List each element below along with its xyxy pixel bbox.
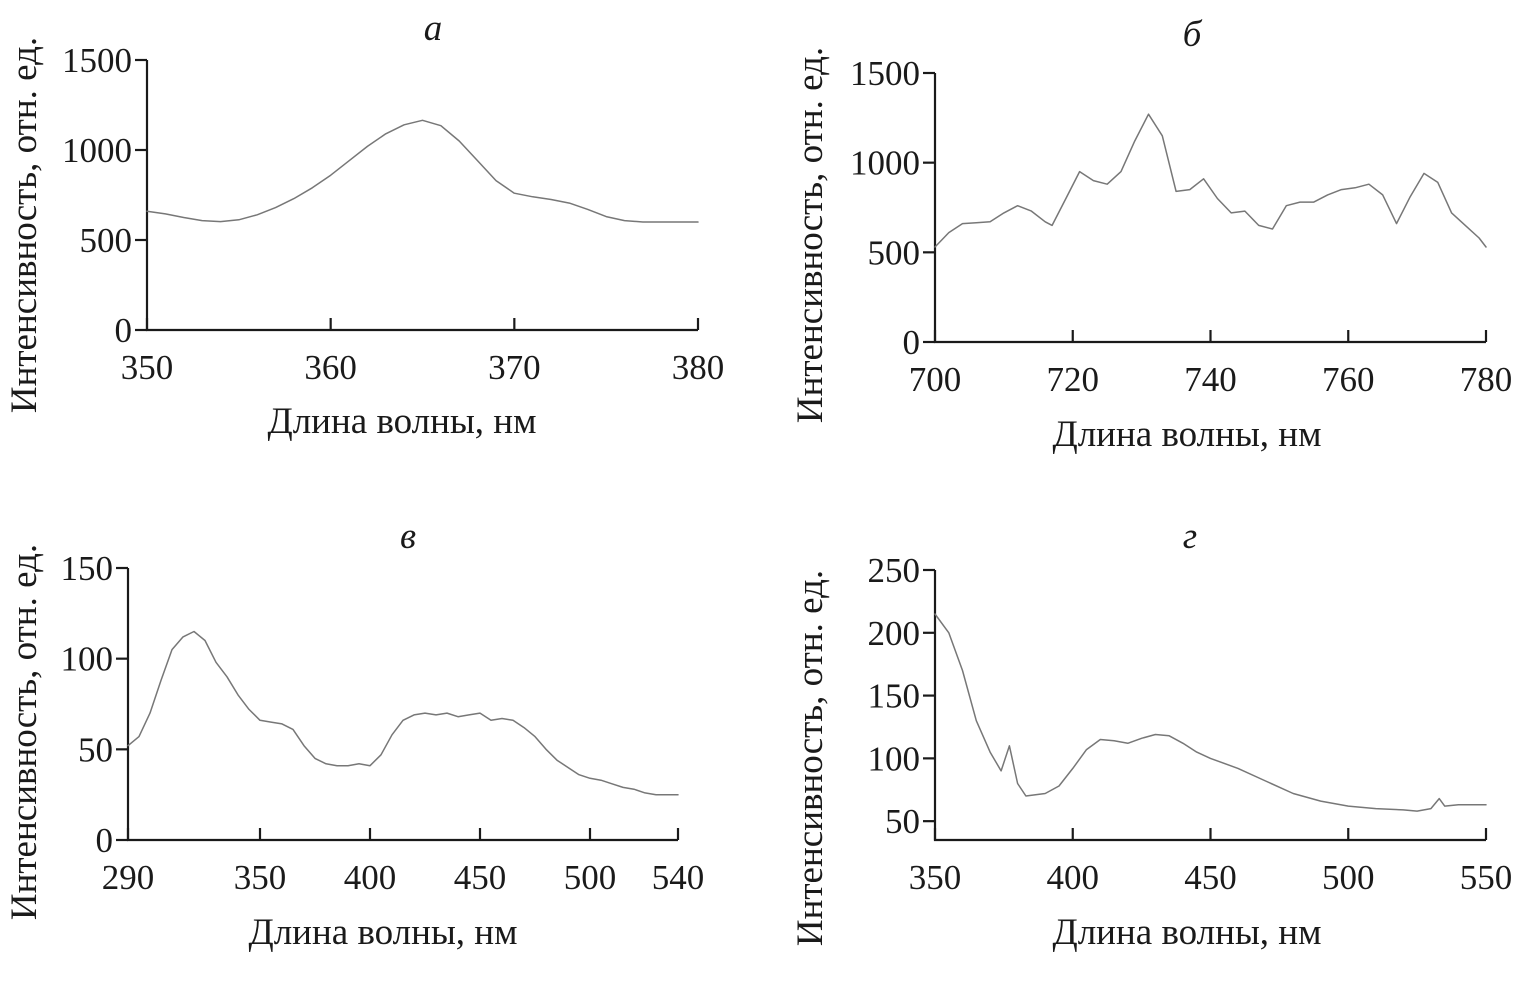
panel-a: а 0 500 1000 1500 350 360 370 380 Интенсивност… (4, 8, 724, 442)
panel-c-ylabel: Интенсивность, отн. ед. (4, 544, 45, 920)
panel-b-x-tick-label: 780 (1460, 360, 1513, 399)
panel-b-title: б (1183, 14, 1203, 55)
panel-b-y-tick-label: 0 (903, 323, 921, 362)
panel-c-series-line (127, 630, 679, 796)
panel-c-x-tick-label: 400 (344, 858, 397, 897)
panel-a-x-tick-label: 350 (121, 348, 174, 387)
panel-a-title: а (424, 8, 443, 49)
panel-c-x-tick-label: 540 (652, 858, 705, 897)
panel-a-series-line (146, 119, 699, 223)
panel-a-x-ticks: 350 360 370 380 (121, 318, 725, 387)
panel-d-y-tick-label: 250 (868, 551, 921, 590)
panel-d-x-tick-label: 450 (1184, 858, 1237, 897)
panel-c-y-tick-label: 100 (61, 640, 114, 679)
panel-d-y-tick-label: 150 (868, 677, 921, 716)
panel-c-axes (126, 568, 678, 842)
panel-d-ylabel: Интенсивность, отн. ед. (790, 570, 831, 946)
panel-b-y-ticks: 0 500 1000 1500 (850, 54, 935, 362)
panel-c-x-ticks: 290 350 400 450 500 540 (102, 828, 705, 897)
panel-b-x-tick-label: 700 (909, 360, 962, 399)
panel-a-y-tick-label: 500 (80, 221, 133, 260)
panel-a-x-tick-label: 380 (672, 348, 725, 387)
panel-b: б 0 500 1000 1500 700 720 740 760 780 Интенсивн… (790, 14, 1512, 455)
panel-c-x-tick-label: 500 (564, 858, 617, 897)
panel-d-axes (933, 570, 1486, 842)
panel-c: в 0 50 100 150 290 350 400 450 500 540 Интенсивн… (4, 516, 704, 953)
panel-b-x-ticks: 700 720 740 760 780 (909, 330, 1513, 399)
panel-d-xlabel: Длина волны, нм (1052, 912, 1321, 953)
panel-c-y-tick-label: 0 (96, 821, 114, 860)
panel-d-x-tick-label: 550 (1460, 858, 1513, 897)
panel-c-y-ticks: 0 50 100 150 (61, 549, 128, 860)
panel-a-axes (145, 60, 698, 332)
panel-c-xlabel: Длина волны, нм (248, 912, 517, 953)
panel-d-series-line (934, 613, 1487, 812)
panel-a-y-tick-label: 1000 (62, 131, 132, 170)
panel-c-x-tick-label: 450 (454, 858, 507, 897)
panel-b-series-line (934, 113, 1487, 248)
panel-c-x-tick-label: 290 (102, 858, 155, 897)
panel-a-y-ticks: 0 500 1000 1500 (62, 41, 147, 350)
panel-d-x-tick-label: 350 (909, 858, 962, 897)
panel-c-x-tick-label: 350 (234, 858, 287, 897)
panel-d: г 50 100 150 200 250 350 400 450 500 550 Интенси… (790, 516, 1512, 953)
panel-c-title: в (400, 516, 416, 557)
panel-c-y-tick-label: 50 (78, 730, 113, 769)
panel-a-y-tick-label: 0 (115, 311, 133, 350)
panel-d-title: г (1183, 516, 1197, 557)
panel-d-x-tick-label: 500 (1322, 858, 1375, 897)
panel-b-y-tick-label: 1000 (850, 144, 920, 183)
panel-d-y-tick-label: 200 (868, 614, 921, 653)
panel-a-y-tick-label: 1500 (62, 41, 132, 80)
panel-d-x-tick-label: 400 (1047, 858, 1100, 897)
panel-b-ylabel: Интенсивность, отн. ед. (790, 47, 831, 423)
panel-b-x-tick-label: 760 (1322, 360, 1375, 399)
panel-d-y-ticks: 50 100 150 200 250 (868, 551, 935, 841)
panel-d-x-ticks: 350 400 450 500 550 (909, 828, 1513, 897)
panel-d-y-tick-label: 100 (868, 739, 921, 778)
panel-b-axes (933, 73, 1486, 344)
panel-a-ylabel: Интенсивность, отн. ед. (4, 37, 45, 413)
panel-a-x-tick-label: 370 (488, 348, 541, 387)
panel-c-y-tick-label: 150 (61, 549, 114, 588)
panel-a-x-tick-label: 360 (304, 348, 357, 387)
panel-b-y-tick-label: 500 (868, 233, 921, 272)
panel-b-x-tick-label: 720 (1047, 360, 1100, 399)
panel-b-x-tick-label: 740 (1184, 360, 1237, 399)
panel-a-xlabel: Длина волны, нм (267, 401, 536, 442)
panel-b-xlabel: Длина волны, нм (1052, 414, 1321, 455)
panel-d-y-tick-label: 50 (885, 802, 920, 841)
panel-b-y-tick-label: 1500 (850, 54, 920, 93)
